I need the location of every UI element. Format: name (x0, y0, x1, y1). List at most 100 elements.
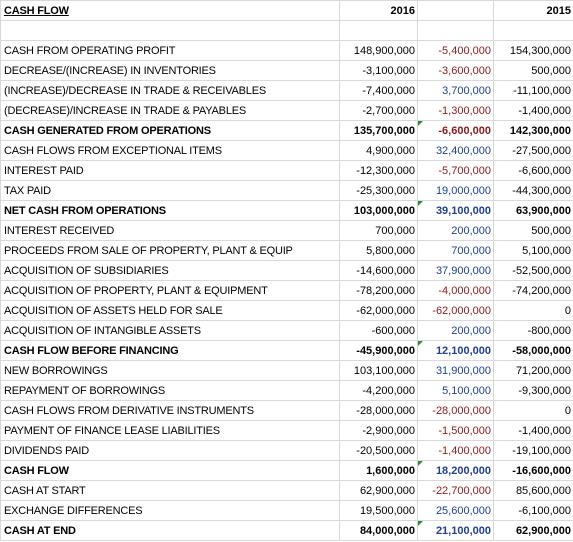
empty-cell[interactable] (417, 20, 494, 41)
value-2016[interactable]: 5,800,000 (339, 240, 418, 261)
value-change[interactable]: -1,300,000 (417, 100, 494, 121)
value-2015[interactable]: 85,600,000 (493, 480, 573, 501)
value-2016[interactable]: 84,000,000 (339, 520, 418, 541)
row-label[interactable]: INTEREST RECEIVED (0, 220, 340, 241)
value-change[interactable]: -3,600,000 (417, 60, 494, 81)
value-2016[interactable]: -3,100,000 (339, 60, 418, 81)
value-change[interactable]: 32,400,000 (417, 140, 494, 161)
row-label[interactable]: PAYMENT OF FINANCE LEASE LIABILITIES (0, 420, 340, 441)
value-change[interactable]: 200,000 (417, 320, 494, 341)
row-label[interactable]: TAX PAID (0, 180, 340, 201)
value-change[interactable]: -1,400,000 (417, 440, 494, 461)
header-2016[interactable]: 2016 (339, 0, 418, 21)
value-2015[interactable]: 0 (493, 300, 573, 321)
value-2016[interactable]: 103,100,000 (339, 360, 418, 381)
value-2015[interactable]: -1,400,000 (493, 100, 573, 121)
value-2016[interactable]: 700,000 (339, 220, 418, 241)
empty-cell[interactable] (339, 20, 418, 41)
value-2016[interactable]: -2,900,000 (339, 420, 418, 441)
value-change[interactable]: -62,000,000 (417, 300, 494, 321)
value-2015[interactable]: -19,100,000 (493, 440, 573, 461)
value-2015[interactable]: 142,300,000 (493, 120, 573, 141)
row-label[interactable]: NEW BORROWINGS (0, 360, 340, 381)
row-label[interactable]: (INCREASE)/DECREASE IN TRADE & RECEIVABL… (0, 80, 340, 101)
value-change[interactable]: -5,700,000 (417, 160, 494, 181)
row-label[interactable]: (DECREASE)/INCREASE IN TRADE & PAYABLES (0, 100, 340, 121)
value-change[interactable]: 12,100,000 (417, 340, 494, 361)
row-label[interactable]: CASH AT START (0, 480, 340, 501)
header-2015[interactable]: 2015 (493, 0, 573, 21)
value-change[interactable]: 19,000,000 (417, 180, 494, 201)
value-2015[interactable]: -800,000 (493, 320, 573, 341)
value-2016[interactable]: -600,000 (339, 320, 418, 341)
value-2015[interactable]: -11,100,000 (493, 80, 573, 101)
value-change[interactable]: 5,100,000 (417, 380, 494, 401)
value-2016[interactable]: 4,900,000 (339, 140, 418, 161)
value-2015[interactable]: 62,900,000 (493, 520, 573, 541)
row-label[interactable]: INTEREST PAID (0, 160, 340, 181)
row-label[interactable]: CASH FLOW BEFORE FINANCING (0, 340, 340, 361)
row-label[interactable]: ACQUISITION OF INTANGIBLE ASSETS (0, 320, 340, 341)
value-2015[interactable]: 500,000 (493, 60, 573, 81)
value-2016[interactable]: 19,500,000 (339, 500, 418, 521)
row-label[interactable]: ACQUISITION OF ASSETS HELD FOR SALE (0, 300, 340, 321)
value-2016[interactable]: -25,300,000 (339, 180, 418, 201)
row-label[interactable]: DECREASE/(INCREASE) IN INVENTORIES (0, 60, 340, 81)
empty-cell[interactable] (0, 20, 340, 41)
empty-cell[interactable] (493, 20, 573, 41)
value-2016[interactable]: 103,000,000 (339, 200, 418, 221)
row-label[interactable]: CASH FROM OPERATING PROFIT (0, 40, 340, 61)
value-change[interactable]: -6,600,000 (417, 120, 494, 141)
value-change[interactable]: -28,000,000 (417, 400, 494, 421)
value-change[interactable]: 31,900,000 (417, 360, 494, 381)
value-2015[interactable]: -6,100,000 (493, 500, 573, 521)
row-label[interactable]: CASH GENERATED FROM OPERATIONS (0, 120, 340, 141)
value-2015[interactable]: -58,000,000 (493, 340, 573, 361)
value-change[interactable]: 39,100,000 (417, 200, 494, 221)
value-change[interactable]: -4,000,000 (417, 280, 494, 301)
value-change[interactable]: -22,700,000 (417, 480, 494, 501)
value-2015[interactable]: -6,600,000 (493, 160, 573, 181)
value-2015[interactable]: 154,300,000 (493, 40, 573, 61)
value-change[interactable]: 25,600,000 (417, 500, 494, 521)
value-change[interactable]: -5,400,000 (417, 40, 494, 61)
value-2015[interactable]: -9,300,000 (493, 380, 573, 401)
value-2015[interactable]: -16,600,000 (493, 460, 573, 481)
value-2016[interactable]: -7,400,000 (339, 80, 418, 101)
row-label[interactable]: ACQUISITION OF SUBSIDIARIES (0, 260, 340, 281)
value-change[interactable]: -1,500,000 (417, 420, 494, 441)
value-2015[interactable]: 71,200,000 (493, 360, 573, 381)
row-label[interactable]: NET CASH FROM OPERATIONS (0, 200, 340, 221)
value-2015[interactable]: -44,300,000 (493, 180, 573, 201)
value-2016[interactable]: -28,000,000 (339, 400, 418, 421)
value-2015[interactable]: 63,900,000 (493, 200, 573, 221)
value-2016[interactable]: -4,200,000 (339, 380, 418, 401)
value-2015[interactable]: -74,200,000 (493, 280, 573, 301)
value-2015[interactable]: -1,400,000 (493, 420, 573, 441)
row-label[interactable]: CASH FLOW (0, 460, 340, 481)
value-2015[interactable]: -52,500,000 (493, 260, 573, 281)
value-2016[interactable]: -12,300,000 (339, 160, 418, 181)
value-2016[interactable]: 135,700,000 (339, 120, 418, 141)
row-label[interactable]: CASH FLOWS FROM EXCEPTIONAL ITEMS (0, 140, 340, 161)
value-change[interactable]: 37,900,000 (417, 260, 494, 281)
row-label[interactable]: ACQUISITION OF PROPERTY, PLANT & EQUIPME… (0, 280, 340, 301)
value-2016[interactable]: -62,000,000 (339, 300, 418, 321)
value-2016[interactable]: -14,600,000 (339, 260, 418, 281)
value-change[interactable]: 700,000 (417, 240, 494, 261)
value-2015[interactable]: 5,100,000 (493, 240, 573, 261)
row-label[interactable]: REPAYMENT OF BORROWINGS (0, 380, 340, 401)
value-change[interactable]: 21,100,000 (417, 520, 494, 541)
value-2015[interactable]: -27,500,000 (493, 140, 573, 161)
row-label[interactable]: CASH FLOWS FROM DERIVATIVE INSTRUMENTS (0, 400, 340, 421)
value-change[interactable]: 3,700,000 (417, 80, 494, 101)
value-2016[interactable]: -2,700,000 (339, 100, 418, 121)
value-change[interactable]: 200,000 (417, 220, 494, 241)
value-2016[interactable]: 148,900,000 (339, 40, 418, 61)
row-label[interactable]: PROCEEDS FROM SALE OF PROPERTY, PLANT & … (0, 240, 340, 261)
value-2016[interactable]: -45,900,000 (339, 340, 418, 361)
value-2016[interactable]: 1,600,000 (339, 460, 418, 481)
row-label[interactable]: EXCHANGE DIFFERENCES (0, 500, 340, 521)
value-2016[interactable]: 62,900,000 (339, 480, 418, 501)
value-2015[interactable]: 0 (493, 400, 573, 421)
